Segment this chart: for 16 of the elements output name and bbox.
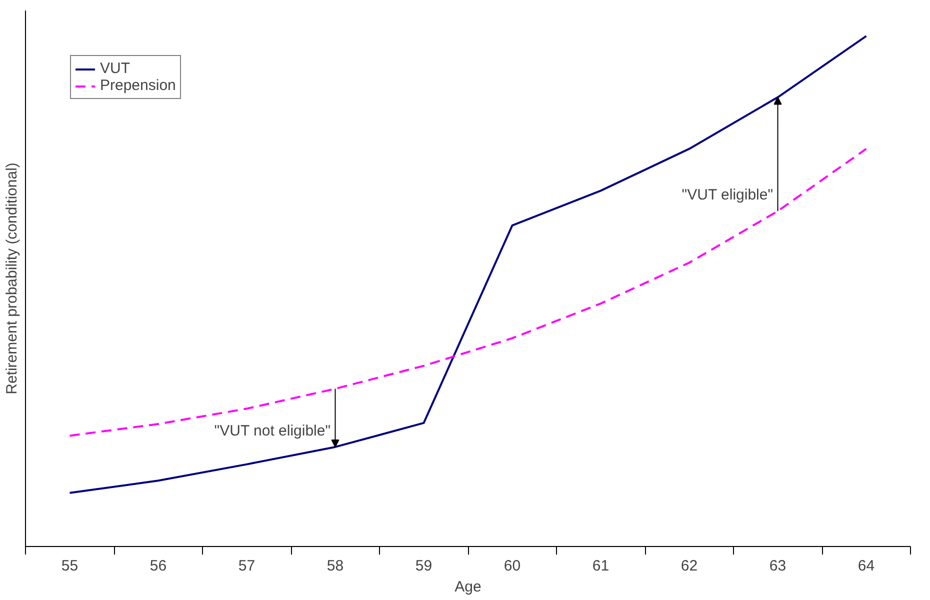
x-tick-label: 57: [238, 558, 256, 574]
annotation: "VUT eligible": [682, 186, 774, 204]
x-tick-label: 58: [326, 558, 344, 574]
legend-label: Prepension: [100, 77, 176, 94]
x-tick-label: 61: [592, 558, 610, 574]
x-tick-label: 62: [680, 558, 698, 574]
x-tick-label: 56: [150, 558, 167, 574]
annotation: "VUT not eligible": [214, 422, 331, 440]
x-tick-label: 63: [769, 558, 786, 574]
legend-label: VUT: [100, 60, 130, 77]
x-tick-label: 64: [858, 558, 875, 574]
y-axis-title: Retirement probability (conditional): [4, 162, 20, 394]
x-axis-title: Age: [454, 578, 482, 596]
x-tick-label: 60: [504, 558, 521, 574]
x-tick-label: 59: [415, 558, 432, 574]
x-tick-label: 55: [61, 558, 78, 574]
